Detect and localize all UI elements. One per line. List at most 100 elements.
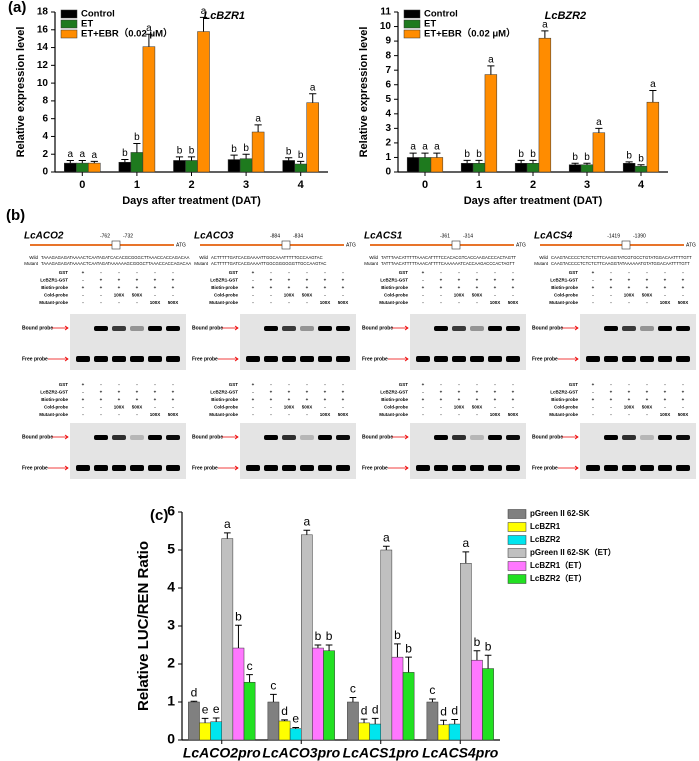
lane-value: - bbox=[592, 278, 594, 283]
bar bbox=[88, 162, 101, 173]
bound-band bbox=[452, 326, 466, 331]
free-band bbox=[318, 465, 332, 471]
error-bar bbox=[595, 127, 603, 133]
condition-label: Cold-probe bbox=[214, 405, 238, 410]
lane-value: + bbox=[646, 278, 649, 283]
lane-value: - bbox=[646, 300, 648, 305]
mutant-label: Mutant bbox=[194, 261, 209, 266]
lane-value: + bbox=[458, 285, 461, 290]
condition-label: GST bbox=[229, 270, 239, 275]
bar bbox=[358, 722, 370, 741]
legend-label: Control bbox=[424, 9, 458, 20]
error-bar bbox=[583, 162, 591, 165]
legend-label: ET bbox=[81, 19, 93, 30]
condition-label: Cold-probe bbox=[214, 293, 238, 298]
significance-letter: a bbox=[92, 150, 98, 161]
free-band bbox=[676, 465, 690, 471]
lane-value: + bbox=[512, 390, 515, 395]
lane-value: 100X bbox=[454, 405, 465, 410]
x-tick-label: 2 bbox=[188, 179, 194, 191]
lane-value: - bbox=[288, 300, 290, 305]
significance-letter: b bbox=[530, 149, 536, 160]
site-start: -1419 bbox=[607, 233, 620, 239]
lane-value: + bbox=[252, 397, 255, 402]
lane-value: + bbox=[306, 285, 309, 290]
lane-value: - bbox=[610, 300, 612, 305]
bound-band bbox=[264, 326, 278, 331]
y-tick-label: 18 bbox=[37, 7, 49, 18]
y-tick-label: 5 bbox=[385, 94, 391, 105]
lane-value: 500X bbox=[678, 412, 689, 417]
wild-label: Wild bbox=[199, 255, 208, 260]
lane-value: 100X bbox=[114, 293, 125, 298]
significance-letter: b bbox=[476, 149, 482, 160]
bound-band bbox=[676, 326, 690, 331]
lane-value: + bbox=[476, 285, 479, 290]
condition-label: LcBZR2-GST bbox=[550, 390, 578, 395]
lane-value: + bbox=[306, 390, 309, 395]
lane-value: - bbox=[682, 382, 684, 387]
bound-band bbox=[282, 326, 296, 331]
lane-value: - bbox=[306, 412, 308, 417]
bar bbox=[251, 131, 265, 173]
bound-band bbox=[658, 435, 672, 440]
bound-band bbox=[166, 326, 180, 331]
bound-band bbox=[452, 435, 466, 440]
error-bar bbox=[625, 161, 633, 164]
bar bbox=[369, 723, 381, 741]
bar bbox=[76, 162, 89, 173]
condition-label: Mutant-probe bbox=[379, 300, 408, 305]
free-label: Free probe bbox=[362, 356, 388, 362]
lane-value: - bbox=[252, 300, 254, 305]
error-bar bbox=[230, 154, 238, 160]
free-band bbox=[282, 356, 296, 362]
lane-value: - bbox=[288, 270, 290, 275]
bound-label: Bound probe bbox=[22, 325, 53, 331]
lane-value: - bbox=[476, 382, 478, 387]
lane-value: + bbox=[494, 285, 497, 290]
condition-label: LcBZR2-GST bbox=[380, 390, 408, 395]
gene-name: LcACS4 bbox=[534, 231, 573, 242]
bound-band bbox=[282, 435, 296, 440]
lane-value: 500X bbox=[132, 405, 143, 410]
lane-value: - bbox=[592, 300, 594, 305]
wild-sequence: TAAAGAGAGATAAAACTCAATAGATCACACGCGGGCTTAA… bbox=[41, 255, 190, 260]
legend-swatch bbox=[60, 9, 78, 19]
condition-label: GST bbox=[569, 270, 579, 275]
condition-label: GST bbox=[229, 382, 239, 387]
site-end: -314 bbox=[463, 233, 473, 239]
significance-letter: a bbox=[650, 79, 656, 90]
x-tick-label: 0 bbox=[422, 179, 428, 191]
site-start: -884 bbox=[270, 233, 280, 239]
free-band bbox=[300, 465, 314, 471]
bound-band bbox=[676, 435, 690, 440]
lane-value: - bbox=[118, 270, 120, 275]
significance-letter: b bbox=[326, 629, 333, 643]
bound-band bbox=[112, 326, 126, 331]
bar bbox=[526, 163, 540, 173]
lane-value: + bbox=[592, 397, 595, 402]
lane-value: - bbox=[270, 382, 272, 387]
condition-label: GST bbox=[569, 382, 579, 387]
bar bbox=[460, 163, 474, 173]
bar bbox=[471, 659, 483, 741]
lane-value: - bbox=[100, 293, 102, 298]
free-band bbox=[318, 356, 332, 362]
lane-value: + bbox=[646, 397, 649, 402]
lane-value: - bbox=[252, 293, 254, 298]
lane-value: + bbox=[476, 278, 479, 283]
error-bar bbox=[145, 33, 153, 47]
condition-label: LcBZR1-GST bbox=[380, 278, 408, 283]
lane-value: + bbox=[664, 285, 667, 290]
significance-letter: a bbox=[422, 142, 428, 153]
lane-value: - bbox=[494, 405, 496, 410]
lane-value: + bbox=[628, 397, 631, 402]
free-band bbox=[130, 356, 144, 362]
free-band bbox=[76, 356, 90, 362]
lane-value: - bbox=[118, 382, 120, 387]
lane-value: + bbox=[682, 397, 685, 402]
lane-value: - bbox=[440, 405, 442, 410]
free-band bbox=[622, 356, 636, 362]
legend-swatch bbox=[507, 574, 527, 584]
error-bar bbox=[325, 644, 333, 651]
